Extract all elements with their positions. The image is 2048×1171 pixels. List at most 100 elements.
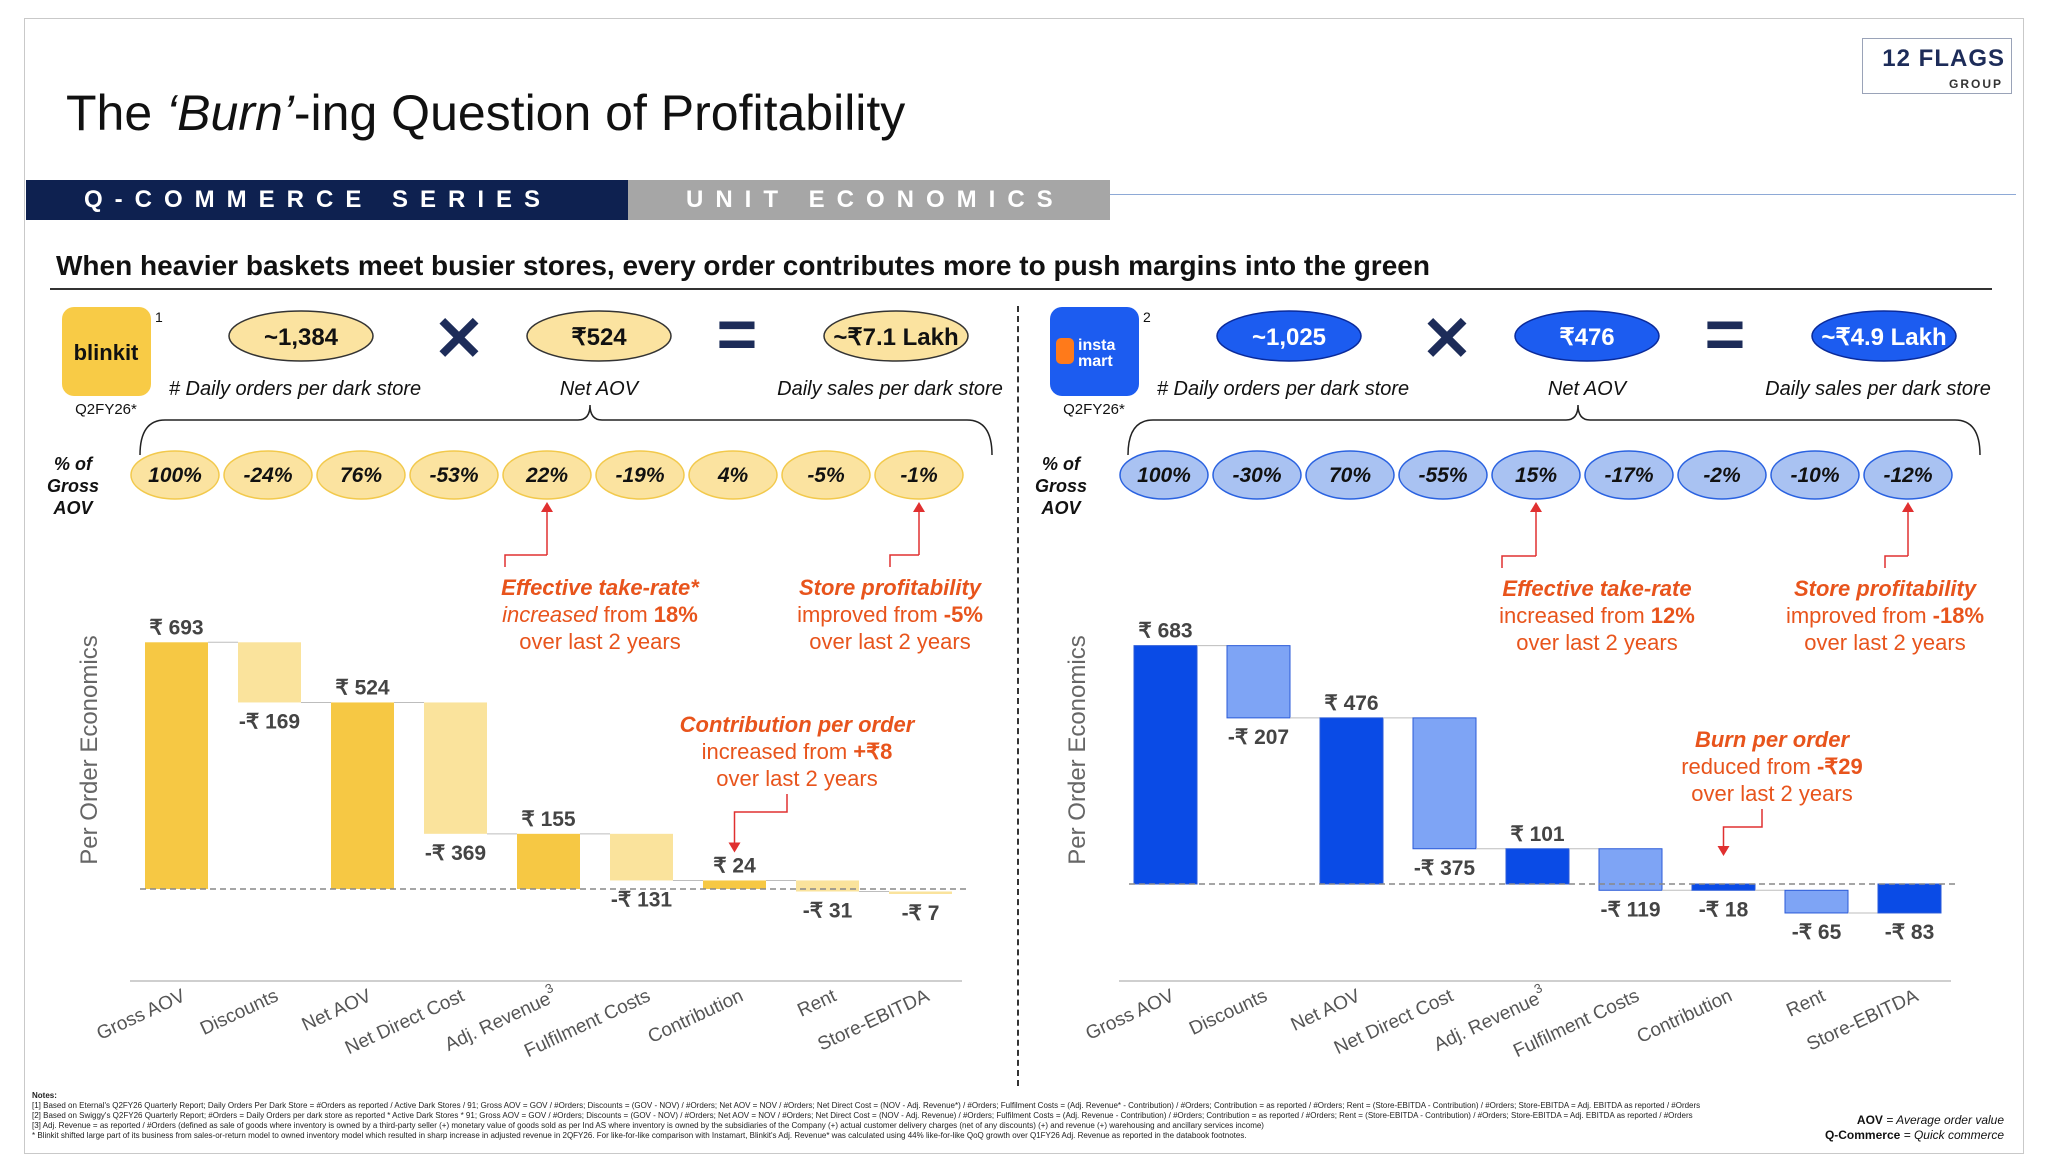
y-axis-label: Per Order Economics	[1064, 635, 1091, 864]
annotation-connector	[1501, 555, 1536, 568]
annotation-connector	[504, 554, 547, 567]
pct-value: 70%	[1329, 464, 1371, 487]
bar-discounts	[1226, 645, 1291, 719]
pct-value: -1%	[900, 464, 938, 487]
category-label: Gross AOV	[94, 985, 189, 1044]
orders-pill	[1216, 310, 1362, 362]
orders-pill	[228, 310, 374, 362]
bar-contribution	[703, 880, 766, 889]
pct-value: 100%	[1137, 464, 1191, 487]
orders-value: ~1,384	[264, 324, 339, 351]
annotation-arrowhead	[1717, 846, 1730, 856]
pct-value: -53%	[429, 464, 478, 487]
annotation-detail: improved from -5%	[797, 602, 983, 627]
logo-text-line-1: insta	[1078, 337, 1115, 354]
annotation-title: Burn per order	[1695, 727, 1850, 752]
pct-value: -30%	[1232, 464, 1281, 487]
blinkit-logo: blinkit	[62, 307, 151, 396]
sales-label: Daily sales per dark store	[1765, 378, 1991, 400]
category-label: Gross AOV	[1083, 985, 1178, 1044]
sales-value: ~₹7.1 Lakh	[833, 324, 958, 351]
bar-value-label: -₹ 7	[902, 902, 940, 925]
bar-value-label: -₹ 18	[1699, 898, 1749, 921]
series-banner: Q-COMMERCE SERIES	[26, 180, 628, 220]
brand-logo: 12 FLAGS GROUP	[1862, 38, 2012, 94]
pct-pill	[1119, 450, 1209, 500]
legend-aov-key: AOV	[1856, 1113, 1883, 1127]
multiply-icon: ✕	[433, 305, 485, 374]
footnote-3: [3] Adj. Revenue = as reported / #Orders…	[32, 1121, 1264, 1130]
legend-aov-value: = Average order value	[1882, 1113, 2004, 1127]
pct-header-line: % of	[1042, 454, 1082, 474]
pct-value: -55%	[1418, 464, 1467, 487]
y-axis-label: Per Order Economics	[76, 635, 103, 864]
pct-value: 100%	[148, 464, 202, 487]
logo-text: blinkit	[74, 340, 139, 365]
pct-value: 4%	[717, 464, 749, 487]
category-label: Discounts	[1186, 985, 1270, 1039]
category-label: Rent	[794, 985, 840, 1021]
legend-qc-value: = Quick commerce	[1900, 1128, 2004, 1142]
bar-rent	[1784, 889, 1849, 914]
annotation-connector	[889, 554, 919, 567]
bar-net-direct-cost	[1412, 717, 1477, 850]
pct-pill	[1212, 450, 1302, 500]
bar-value-label: ₹ 101	[1510, 823, 1565, 846]
aov-label: Net AOV	[560, 378, 640, 400]
annotation-arrowhead	[1902, 502, 1914, 512]
annotation-period: over last 2 years	[716, 766, 877, 791]
pct-header-line: % of	[54, 454, 94, 474]
bar-net-direct-cost	[424, 702, 487, 834]
annotation-period: over last 2 years	[809, 629, 970, 654]
aov-label: Net AOV	[1548, 378, 1628, 400]
annotation-detail: improved from -18%	[1786, 603, 1984, 628]
category-label: Contribution	[645, 985, 747, 1047]
legend-qc-key: Q-Commerce	[1824, 1128, 1901, 1142]
sales-value: ~₹4.9 Lakh	[1821, 324, 1946, 351]
equals-icon: =	[1705, 295, 1746, 373]
blinkit-panel: blinkit 1 Q2FY26* ~1,384 ₹524 ~₹7.1 Lakh ✕ = # D…	[47, 295, 1003, 1062]
pct-pill	[1305, 450, 1395, 500]
sales-pill	[823, 310, 969, 362]
period-label: Q2FY26*	[75, 401, 137, 418]
bar-adj-revenue	[1505, 848, 1570, 885]
pct-pill	[1770, 450, 1860, 500]
pct-pill	[223, 450, 313, 500]
slide-frame	[24, 18, 2024, 1154]
pct-pill	[409, 450, 499, 500]
topic-banner: UNIT ECONOMICS	[628, 180, 1110, 220]
footnote-1: [1] Based on Eternal's Q2FY26 Quarterly …	[32, 1101, 1701, 1110]
sales-label: Daily sales per dark store	[777, 378, 1003, 400]
logo-text-line-2: mart	[1078, 353, 1113, 370]
bar-discounts	[238, 642, 301, 703]
pct-pill	[1398, 450, 1488, 500]
pct-value: 76%	[340, 464, 382, 487]
footnote-ref: 1	[155, 309, 163, 325]
footnote-4: * Blinkit shifted large part of its busi…	[32, 1131, 1247, 1140]
subheading-rule	[50, 288, 1992, 290]
bar-contribution	[1691, 883, 1756, 891]
pct-pill	[316, 450, 406, 500]
category-label: Net AOV	[1288, 985, 1364, 1035]
pct-pill	[688, 450, 778, 500]
bar-value-label: -₹ 375	[1414, 857, 1476, 880]
pct-pill	[1677, 450, 1767, 500]
category-label: Discounts	[197, 985, 281, 1039]
annotation-arrowhead	[541, 502, 553, 512]
multiply-icon: ✕	[1421, 305, 1473, 374]
equals-icon: =	[717, 295, 758, 373]
logo-sub-text: GROUP	[1948, 77, 2003, 91]
orders-value: ~1,025	[1252, 324, 1326, 351]
aov-value: ₹524	[571, 324, 627, 351]
annotation-period: over last 2 years	[1691, 781, 1852, 806]
orders-label: # Daily orders per dark store	[169, 378, 421, 400]
abbreviation-legend: AOV = Average order value Q-Commerce = Q…	[1825, 1113, 2004, 1143]
bar-value-label: ₹ 155	[521, 808, 576, 831]
logo-badge	[62, 307, 151, 396]
pct-pill	[1863, 450, 1953, 500]
annotation-arrowhead	[1530, 502, 1542, 512]
bar-value-label: -₹ 207	[1228, 726, 1289, 749]
footnotes: Notes: [1] Based on Eternal's Q2FY26 Qua…	[32, 1091, 1932, 1141]
bar-fulfilment-costs	[610, 833, 673, 881]
